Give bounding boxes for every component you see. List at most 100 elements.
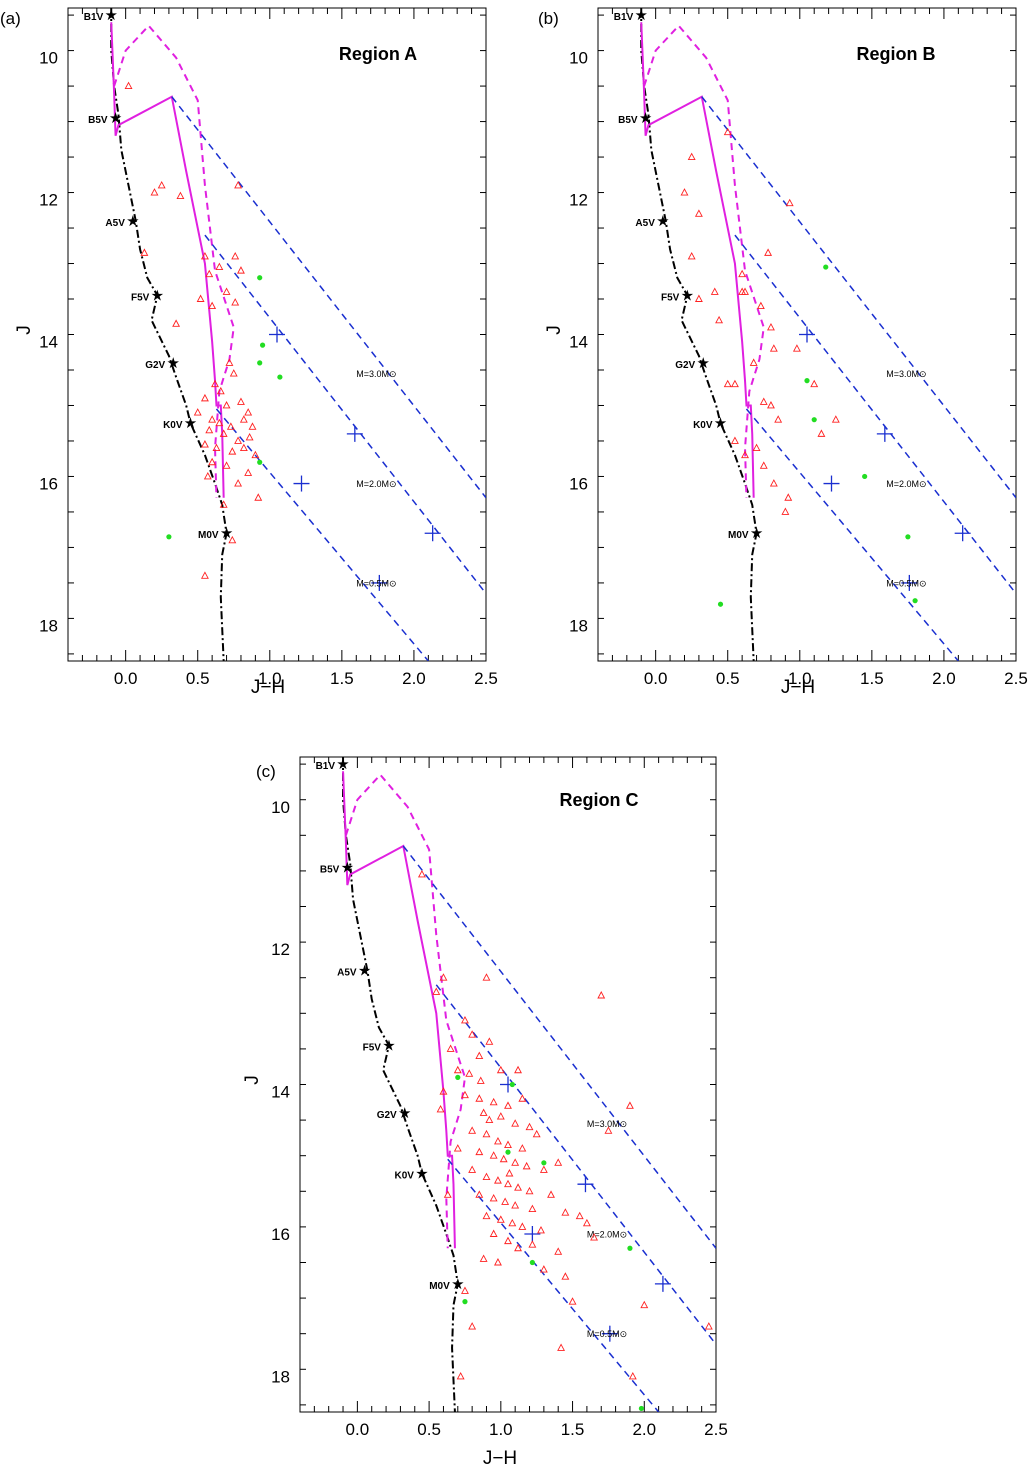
spectral-type-label: A5V — [105, 218, 125, 229]
y-tick-label: 10 — [271, 798, 290, 817]
y-tick-label: 14 — [271, 1083, 290, 1102]
data-point-triangle — [200, 251, 209, 260]
mass-label: M=2.0M⊙ — [587, 1230, 627, 1240]
x-tick-label: 2.5 — [704, 1420, 728, 1439]
spectral-type-label: M0V — [728, 530, 749, 541]
data-point-triangle — [226, 422, 235, 430]
x-tick-label: 2.0 — [632, 1420, 656, 1439]
spectral-type-star: ★ — [635, 6, 648, 24]
data-point-triangle — [730, 436, 739, 444]
spectral-type-star: ★ — [714, 414, 727, 432]
data-point-triangle — [215, 418, 224, 427]
spectral-type-star: ★ — [220, 524, 233, 542]
data-point-triangle — [784, 493, 793, 501]
main-sequence-line — [640, 8, 758, 661]
data-point-green — [257, 360, 263, 366]
y-tick-label: 16 — [39, 475, 58, 494]
data-point-triangle — [228, 535, 237, 544]
data-point-triangle — [561, 1272, 570, 1280]
data-point-triangle — [687, 152, 696, 161]
data-point-triangle — [465, 1069, 474, 1077]
data-point-triangle — [496, 1215, 505, 1223]
data-point-triangle — [479, 1108, 488, 1116]
data-point-triangle — [482, 973, 491, 981]
data-point-triangle — [482, 1172, 491, 1181]
data-point-triangle — [248, 422, 257, 430]
pms-isochrone-solid — [110, 22, 225, 498]
x-tick-label: 0.0 — [114, 669, 138, 688]
data-point-triangle — [640, 1300, 649, 1309]
spectral-type-label: B5V — [618, 115, 638, 126]
data-point-triangle — [251, 450, 260, 459]
data-point-triangle — [482, 1129, 491, 1138]
data-point-triangle — [525, 1186, 534, 1195]
data-point-triangle — [157, 180, 166, 189]
data-point-triangle — [456, 1371, 465, 1380]
data-point-triangle — [504, 1236, 512, 1245]
data-point-triangle — [504, 1179, 512, 1188]
data-point-triangle — [496, 1065, 505, 1074]
data-point-triangle — [568, 1297, 577, 1305]
panel-label: (b) — [538, 9, 559, 28]
data-point-triangle — [461, 1090, 469, 1099]
data-point-triangle — [501, 1197, 510, 1205]
data-point-triangle — [749, 358, 758, 366]
data-point-triangle — [554, 1158, 563, 1166]
spectral-type-star: ★ — [126, 212, 139, 230]
data-point-green — [259, 342, 266, 348]
data-point-green — [257, 459, 263, 465]
data-point-triangle — [518, 1222, 527, 1230]
x-tick-label: 1.5 — [330, 669, 354, 688]
data-point-triangle — [237, 397, 245, 405]
pms-isochrone-dashed — [113, 24, 235, 498]
data-point-triangle — [715, 315, 724, 324]
data-point-triangle — [817, 429, 826, 437]
data-point-triangle — [468, 1030, 477, 1038]
data-point-triangle — [504, 1140, 512, 1148]
data-point-triangle — [150, 188, 159, 196]
data-point-triangle — [208, 415, 217, 423]
chart-panel-b: 0.0 0.5 1.0 1.5 2.0 2.5 10 12 14 16 18 J−H J (b) Regio… — [538, 6, 1028, 698]
data-point-triangle — [205, 269, 214, 278]
data-point-triangle — [730, 379, 739, 388]
mass-label: M=2.0M⊙ — [356, 479, 396, 489]
data-point-triangle — [193, 408, 202, 416]
reddening-vector-line — [215, 408, 429, 661]
data-point-triangle — [475, 1147, 484, 1156]
pms-isochrone-solid — [640, 22, 755, 498]
data-point-triangle — [539, 1165, 548, 1173]
data-point-triangle — [710, 287, 719, 295]
mass-label: M=2.0M⊙ — [886, 479, 926, 489]
spectral-type-label: B5V — [88, 115, 108, 126]
data-point-triangle — [528, 1204, 537, 1213]
y-tick-label: 10 — [569, 49, 588, 68]
spectral-type-label: F5V — [363, 1042, 382, 1053]
data-point-triangle — [461, 1015, 469, 1024]
data-point-triangle — [479, 1254, 488, 1262]
x-tick-label: 2.5 — [1004, 669, 1028, 688]
spectral-type-star: ★ — [398, 1104, 411, 1122]
spectral-type-star: ★ — [109, 109, 122, 127]
data-point-triangle — [231, 298, 240, 306]
data-point-triangle — [554, 1247, 563, 1255]
data-point-green — [717, 601, 724, 607]
spectral-type-star: ★ — [341, 858, 354, 876]
chart-title: Region C — [560, 790, 639, 810]
spectral-type-star: ★ — [166, 354, 179, 372]
data-point-triangle — [774, 415, 783, 423]
data-point-triangle — [831, 415, 840, 423]
spectral-type-star: ★ — [750, 524, 763, 542]
data-point-triangle — [203, 472, 212, 480]
data-point-triangle — [764, 248, 773, 256]
data-point-triangle — [208, 457, 217, 466]
reddening-vector-line — [447, 1158, 660, 1412]
data-point-triangle — [140, 248, 149, 256]
data-point-triangle — [172, 319, 181, 327]
data-point-triangle — [561, 1208, 570, 1216]
y-tick-label: 16 — [271, 1225, 290, 1244]
spectral-type-label: B1V — [316, 761, 336, 772]
y-tick-label: 10 — [39, 49, 58, 68]
data-point-green — [811, 417, 817, 423]
data-point-triangle — [229, 369, 238, 377]
data-point-triangle — [216, 386, 225, 395]
